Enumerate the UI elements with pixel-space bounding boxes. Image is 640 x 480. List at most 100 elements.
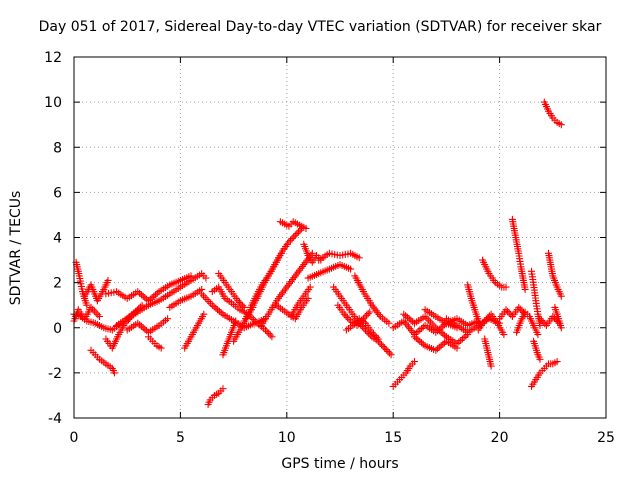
data-point (370, 330, 377, 338)
data-point (386, 349, 393, 357)
data-point (373, 333, 381, 341)
x-tick-label: 25 (597, 430, 615, 446)
data-point (481, 317, 489, 325)
data-point (350, 320, 358, 328)
data-point (557, 324, 565, 332)
plot-frame (73, 56, 607, 419)
data-point (287, 236, 294, 244)
data-point (363, 328, 371, 336)
tick-labels: 0 5 10 15 20 25 -4 -2 0 2 4 6 8 10 12 (44, 50, 615, 446)
y-tick-label: 4 (53, 231, 62, 247)
data-points (70, 98, 565, 408)
data-point (358, 323, 366, 331)
data-point (202, 274, 210, 282)
data-point (212, 304, 220, 312)
data-point (482, 315, 490, 323)
data-point (237, 300, 245, 308)
y-tick-label: 2 (53, 276, 62, 292)
data-point (306, 283, 314, 291)
data-point (382, 346, 390, 354)
data-point (439, 340, 447, 348)
data-point (484, 314, 492, 322)
data-point (340, 310, 348, 318)
data-point (536, 355, 544, 363)
data-point (94, 311, 102, 319)
data-point (500, 331, 508, 338)
data-point (374, 335, 382, 343)
data-point (521, 285, 529, 293)
data-point (378, 341, 385, 349)
data-point (304, 294, 312, 302)
data-point (262, 326, 269, 334)
data-point (361, 313, 369, 321)
data-point (502, 306, 510, 314)
y-tick-label: 6 (53, 185, 62, 201)
data-point (418, 339, 426, 347)
data-point (234, 297, 242, 305)
data-point (515, 303, 523, 311)
data-point (90, 307, 98, 315)
data-point (266, 331, 274, 339)
data-point (516, 305, 524, 313)
data-point (371, 332, 379, 340)
data-point (157, 344, 165, 352)
data-point (432, 346, 440, 354)
data-point (385, 319, 393, 327)
data-point (347, 265, 355, 273)
data-point (203, 296, 211, 303)
data-point (363, 311, 371, 319)
data-point (290, 233, 298, 241)
data-point (439, 322, 447, 330)
data-point (536, 315, 544, 323)
data-point (418, 325, 426, 332)
data-point (486, 312, 493, 320)
data-point (381, 344, 389, 352)
chart-title: Day 051 of 2017, Sidereal Day-to-day VTE… (38, 19, 602, 35)
data-point (110, 369, 118, 377)
data-point (536, 322, 544, 329)
data-point (83, 301, 91, 309)
data-point (263, 328, 271, 336)
data-point (219, 385, 227, 393)
data-point (355, 254, 363, 262)
data-point (265, 329, 273, 337)
grid-lines (74, 57, 606, 418)
data-point (236, 298, 243, 306)
data-point (505, 309, 513, 317)
data-point (136, 321, 144, 329)
data-point (379, 342, 387, 350)
data-point (349, 322, 357, 329)
data-point (152, 291, 160, 299)
y-tick-label: -2 (48, 366, 62, 382)
data-point (92, 309, 100, 317)
data-point (538, 316, 546, 324)
data-point (458, 335, 466, 343)
data-point (368, 328, 376, 336)
data-point (96, 313, 103, 320)
data-point (405, 315, 413, 323)
x-axis-label: GPS time / hours (281, 456, 399, 472)
data-point (232, 317, 240, 325)
data-point (504, 307, 512, 315)
data-point (293, 230, 301, 238)
data-point (240, 303, 248, 311)
data-point (291, 231, 299, 239)
data-point (426, 318, 434, 326)
x-tick-label: 5 (176, 430, 185, 446)
data-point (376, 339, 384, 347)
data-point (205, 297, 213, 305)
data-point (139, 292, 147, 300)
data-point (453, 344, 461, 352)
y-tick-label: 12 (44, 50, 62, 66)
data-point (343, 314, 351, 322)
data-point (200, 310, 208, 318)
data-point (364, 310, 372, 318)
y-tick-label: 8 (53, 140, 62, 156)
x-tick-label: 10 (278, 430, 296, 446)
data-point (352, 318, 360, 326)
data-point (439, 330, 447, 338)
data-point (345, 315, 353, 323)
data-point (366, 308, 374, 316)
data-point (432, 324, 440, 332)
